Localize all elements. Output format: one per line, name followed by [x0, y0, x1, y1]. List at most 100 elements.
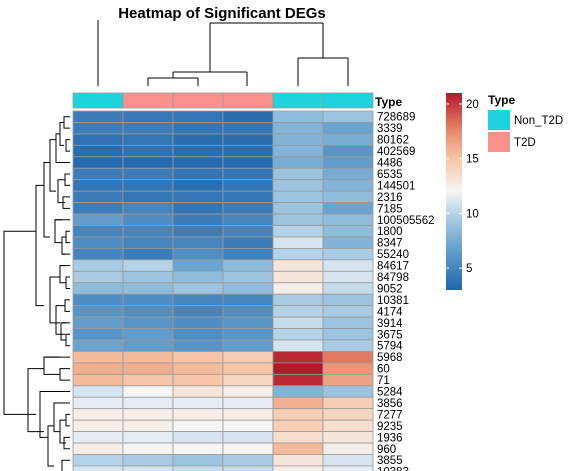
dendrogram-branch: [65, 230, 70, 244]
heatmap-cell: [272, 213, 324, 226]
row-label: 144501: [377, 180, 415, 192]
heatmap-cell: [122, 408, 174, 421]
heatmap-cell: [322, 213, 374, 226]
heatmap-cell: [322, 133, 374, 146]
heatmap-cell: [322, 454, 374, 467]
heatmap-cell: [272, 190, 324, 203]
heatmap-cell: [172, 144, 224, 158]
heatmap-cell: [272, 270, 324, 284]
color-scale-tick-label: 20: [466, 99, 479, 111]
heatmap-cell: [72, 316, 124, 329]
heatmap-cell: [172, 442, 224, 455]
heatmap-cell: [172, 454, 224, 467]
heatmap-cell: [322, 167, 374, 181]
heatmap-cell: [222, 419, 274, 432]
heatmap-cell: [72, 431, 124, 444]
dendrogram-branch: [49, 139, 56, 192]
heatmap-cell: [322, 190, 374, 203]
row-label: 9235: [377, 421, 403, 433]
color-scale-legend: 5 10 15 20: [446, 93, 479, 290]
heatmap-cell: [222, 465, 274, 471]
row-label: 3339: [377, 123, 403, 135]
heatmap-cell: [72, 351, 124, 364]
heatmap-cell: [222, 259, 274, 272]
heatmap-cell: [122, 431, 174, 444]
heatmap-cell: [122, 373, 174, 387]
heatmap-cell: [122, 293, 174, 307]
heatmap-cell: [272, 408, 324, 421]
row-label: 3855: [377, 455, 403, 467]
heatmap-cell: [172, 373, 224, 387]
heatmap-cell: [72, 442, 124, 455]
heatmap-cell: [272, 362, 324, 375]
heatmap-cell: [172, 190, 224, 203]
heatmap-cell: [72, 454, 124, 467]
heatmap-cell: [272, 293, 324, 307]
heatmap-cell: [222, 110, 274, 123]
dendrogram-branch: [65, 139, 70, 152]
annotation-cell: [222, 92, 274, 109]
heatmap-cell: [72, 282, 124, 295]
heatmap-cell: [172, 259, 224, 272]
heatmap-cell: [222, 351, 274, 364]
dendrogram-branch: [55, 305, 65, 335]
chart-title: Heatmap of Significant DEGs: [118, 5, 326, 22]
heatmap-cell: [172, 270, 224, 284]
dendrogram-branch: [65, 413, 70, 427]
heatmap-cell: [172, 202, 224, 215]
dendrogram-branch: [54, 219, 62, 244]
heatmap-cell: [172, 293, 224, 307]
heatmap-cell: [272, 236, 324, 249]
heatmap-cell: [322, 202, 374, 215]
dendrogram-branch: [53, 402, 60, 433]
heatmap-cell: [272, 385, 324, 398]
heatmap-cell: [172, 419, 224, 432]
heatmap-cell: [222, 442, 274, 455]
heatmap-cell: [322, 110, 374, 123]
type-legend-label: T2D: [514, 137, 536, 149]
heatmap-cell: [72, 293, 124, 307]
heatmap-cell: [222, 213, 274, 226]
row-label: 5284: [377, 387, 403, 399]
heatmap-cell: [122, 156, 174, 169]
heatmap-cell: [222, 282, 274, 295]
heatmap-cell: [72, 305, 124, 318]
heatmap-cell: [72, 328, 124, 341]
type-legend-swatch: [488, 110, 510, 130]
heatmap-cell: [72, 408, 124, 421]
heatmap-cell: [122, 190, 174, 203]
annotation-title: Type: [375, 95, 402, 109]
heatmap-cell: [172, 122, 224, 135]
heatmap-cell: [272, 351, 324, 364]
heatmap-cell: [272, 202, 324, 215]
heatmap-cell: [322, 442, 374, 455]
row-label: 60: [377, 364, 390, 376]
row-dendrogram: [3, 116, 70, 471]
heatmap-cell: [322, 122, 374, 135]
row-label: 2316: [377, 192, 403, 204]
heatmap-cell: [322, 431, 374, 444]
heatmap-cell: [222, 385, 274, 398]
heatmap-cell: [222, 408, 274, 421]
heatmap-cell: [172, 351, 224, 364]
row-label: 84617: [377, 261, 409, 273]
column-dendrogram: [97, 20, 349, 86]
row-labels: 7286893339801624025694486653514450123167…: [377, 112, 435, 471]
heatmap-cell: [72, 213, 124, 226]
heatmap-cell: [222, 339, 274, 352]
heatmap-cell: [272, 122, 324, 135]
heatmap-cell: [122, 351, 174, 364]
heatmap-cell: [172, 282, 224, 295]
heatmap-cell: [172, 167, 224, 181]
heatmap-cell: [322, 339, 374, 352]
heatmap-cell: [222, 362, 274, 375]
annotation-cell: [72, 92, 124, 109]
dendrogram-branch: [61, 459, 70, 471]
heatmap-cell: [122, 167, 174, 181]
heatmap-cell: [122, 339, 174, 352]
heatmap-cell: [72, 419, 124, 432]
heatmap-cell: [322, 247, 374, 261]
heatmap-cell: [322, 259, 374, 272]
row-label: 10381: [377, 295, 409, 307]
